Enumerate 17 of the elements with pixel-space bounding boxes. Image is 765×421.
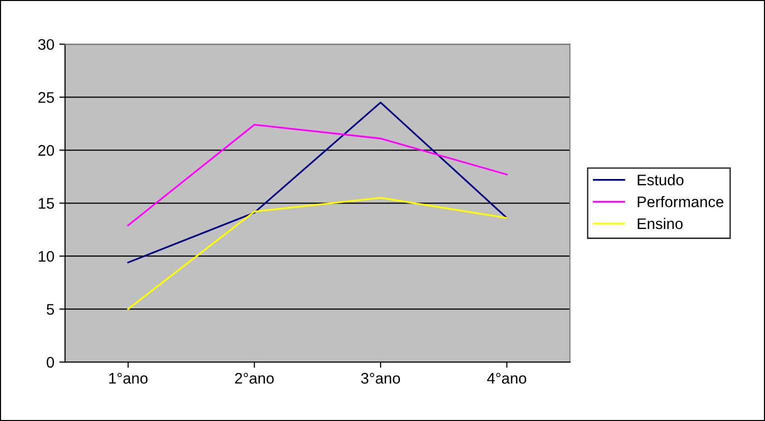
x-tick-label: 4°ano [487,372,526,384]
y-tick-label: 30 [38,39,54,50]
y-tick-label: 5 [46,304,54,315]
legend-label: Ensino [638,218,683,230]
y-tick-label: 15 [38,198,54,209]
x-tick-label: 1°ano [109,372,148,384]
legend-label: Performance [638,196,724,208]
legend-label: Estudo [638,174,684,186]
y-tick-label: 25 [38,92,54,103]
y-tick-label: 10 [38,250,54,262]
y-tick-label: 0 [46,356,54,368]
y-tick-label: 20 [38,145,54,156]
x-tick-label: 2°ano [235,372,274,384]
x-tick-label: 3°ano [361,372,400,384]
line-series [127,124,508,226]
line-series [127,197,508,310]
line-series [127,102,508,264]
